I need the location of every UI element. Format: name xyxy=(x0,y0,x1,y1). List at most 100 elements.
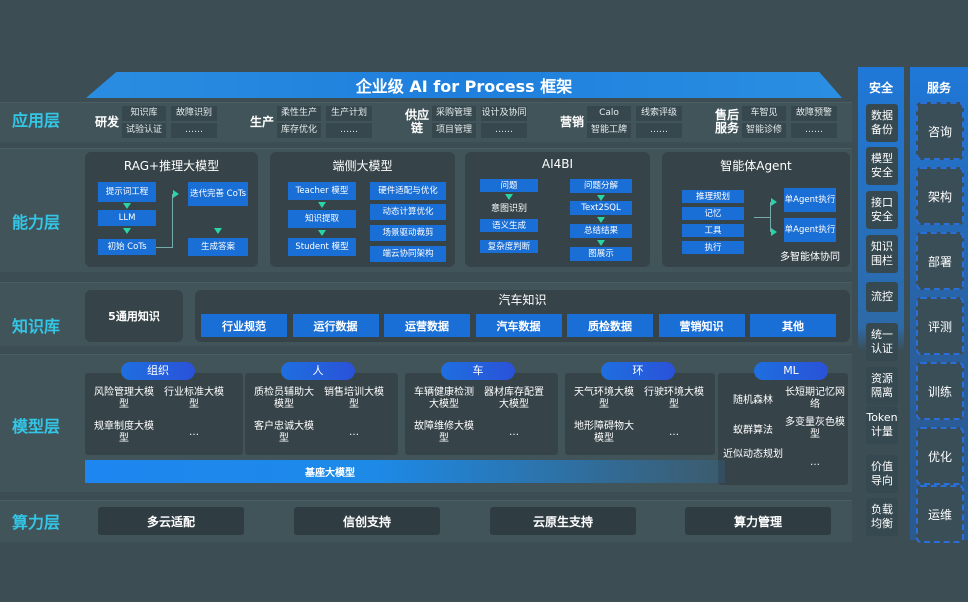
flow-box: 场景驱动裁剪 xyxy=(370,225,446,241)
knowledge-item: 质检数据 xyxy=(567,314,653,337)
flow-box: 知识提取 xyxy=(288,210,356,228)
model-item: 多变量灰色模型 xyxy=(785,417,845,440)
model-category-pill: 车 xyxy=(441,362,515,380)
model-item: 销售培训大模型 xyxy=(324,387,384,410)
app-item: …… xyxy=(171,123,217,138)
app-group: 营销 Calo 线索评级 智能工牌 …… xyxy=(557,105,682,139)
model-item: … xyxy=(349,427,359,438)
service-item: 优化 xyxy=(916,427,964,485)
service-item: 训练 xyxy=(916,362,964,420)
flow-box: 动态计算优化 xyxy=(370,204,446,220)
security-item: 数据备份 xyxy=(866,104,898,142)
arrow-down-icon xyxy=(505,194,513,200)
panel-title: RAG+推理大模型 xyxy=(123,159,220,173)
compute-item: 信创支持 xyxy=(294,507,440,535)
app-item: 项目管理 xyxy=(432,123,476,138)
connector xyxy=(770,202,771,232)
security-item: 统一认证 xyxy=(866,323,898,361)
knowledge-item: 汽车数据 xyxy=(475,314,562,337)
app-item: …… xyxy=(636,123,682,138)
app-item: …… xyxy=(326,123,372,138)
model-item: 行驶环境大模型 xyxy=(644,387,704,410)
security-item: 流控 xyxy=(866,282,898,312)
ai4bi-panel: AI4BI 问题 意图识别 语义生成 复杂度判断 问题分解 Text2SQL 总… xyxy=(465,152,650,267)
flow-box: Text2SQL xyxy=(570,201,632,215)
security-item: Token计量 xyxy=(866,406,898,444)
compute-item: 算力管理 xyxy=(685,507,831,535)
app-group-label: 售后服务 xyxy=(714,108,739,135)
app-group-label: 营销 xyxy=(559,114,584,129)
base-model-bar: 基座大模型 xyxy=(85,460,725,483)
app-group-items: 采购管理 设计及协同 项目管理 …… xyxy=(432,106,527,138)
layer-label-capability: 能力层 xyxy=(12,213,61,232)
app-item: 线索评级 xyxy=(636,106,682,121)
model-item: 客户忠诚大模型 xyxy=(254,421,314,444)
app-item: 库存优化 xyxy=(277,123,321,138)
layer-label-app: 应用层 xyxy=(12,111,61,130)
app-group: 研发 知识库 故障识别 试验认证 …… xyxy=(92,105,217,139)
flow-box: 复杂度判断 xyxy=(480,240,538,253)
panel-title: 端侧大模型 xyxy=(332,159,393,173)
flow-label: 多智能体协同 xyxy=(780,252,840,263)
arrow-down-icon xyxy=(318,230,326,236)
layer-label-knowledge: 知识库 xyxy=(12,317,61,336)
service-item: 评测 xyxy=(916,297,964,355)
arrow-down-icon xyxy=(597,217,605,223)
flow-box: 迭代完善 CoTs xyxy=(188,182,248,206)
model-item: 天气环境大模型 xyxy=(574,387,634,410)
flow-box: 图展示 xyxy=(570,247,632,261)
service-item: 部署 xyxy=(916,232,964,290)
app-item: 车智见 xyxy=(742,106,786,121)
service-item: 架构 xyxy=(916,167,964,225)
flow-box: 语义生成 xyxy=(480,219,538,232)
app-item: 智能诊修 xyxy=(742,123,786,138)
knowledge-item: 营销知识 xyxy=(658,314,745,337)
security-item: 价值导向 xyxy=(866,455,898,493)
model-item: … xyxy=(189,427,199,438)
model-panel: 车辆健康检测大模型 器材库存配置大模型 故障维修大模型… xyxy=(405,373,558,455)
app-group-items: 知识库 故障识别 试验认证 …… xyxy=(122,106,217,138)
flow-box: 单Agent执行 xyxy=(784,218,836,242)
app-item: 故障预警 xyxy=(791,106,837,121)
connector xyxy=(754,217,770,218)
flow-box: 硬件适配与优化 xyxy=(370,182,446,200)
arrow-down-icon xyxy=(597,195,605,201)
panel-title: 汽车知识 xyxy=(498,293,547,307)
flow-box: 提示词工程 xyxy=(98,182,156,202)
model-item: … xyxy=(810,457,820,468)
security-item: 资源隔离 xyxy=(866,367,898,405)
model-category-pill: 环 xyxy=(601,362,675,380)
panel-title: AI4BI xyxy=(541,157,574,171)
model-item: 长短期记忆网络 xyxy=(785,387,845,410)
app-group-label: 供应链 xyxy=(404,108,429,135)
model-category-pill: 组织 xyxy=(121,362,195,380)
app-item: 试验认证 xyxy=(122,123,166,138)
app-group-items: 柔性生产 生产计划 库存优化 …… xyxy=(277,106,372,138)
app-item: 生产计划 xyxy=(326,106,372,121)
service-item: 运维 xyxy=(916,485,964,543)
knowledge-item: 行业规范 xyxy=(201,314,287,337)
model-item: 风险管理大模型 xyxy=(94,387,154,410)
security-item: 负载均衡 xyxy=(866,498,898,536)
app-group-label: 研发 xyxy=(94,114,119,129)
model-panel: 天气环境大模型 行驶环境大模型 地形障碍物大模型… xyxy=(565,373,715,455)
model-item: 质检员辅助大模型 xyxy=(254,387,314,410)
app-group-items: 车智见 故障预警 智能诊修 …… xyxy=(742,106,837,138)
security-item: 模型安全 xyxy=(866,147,898,185)
compute-item: 多云适配 xyxy=(98,507,244,535)
model-item: 故障维修大模型 xyxy=(414,421,474,444)
flow-label: 意图识别 xyxy=(490,204,527,214)
arrow-down-icon xyxy=(597,240,605,246)
model-panel: 随机森林 长短期记忆网络 蚁群算法 多变量灰色模型 近似动态规划… xyxy=(718,373,848,485)
app-item: 智能工牌 xyxy=(587,123,631,138)
app-item: 故障识别 xyxy=(171,106,217,121)
flow-box: 执行 xyxy=(682,241,744,254)
flow-box: 端云协同架构 xyxy=(370,246,446,262)
knowledge-item: 运行数据 xyxy=(292,314,379,337)
general-knowledge-box: 5通用知识 xyxy=(85,290,183,342)
security-title: 安全 xyxy=(868,81,893,95)
flow-box: 问题 xyxy=(480,179,538,192)
model-item: 近似动态规划 xyxy=(723,449,783,460)
connector xyxy=(172,194,173,248)
arrow-down-icon xyxy=(318,202,326,208)
